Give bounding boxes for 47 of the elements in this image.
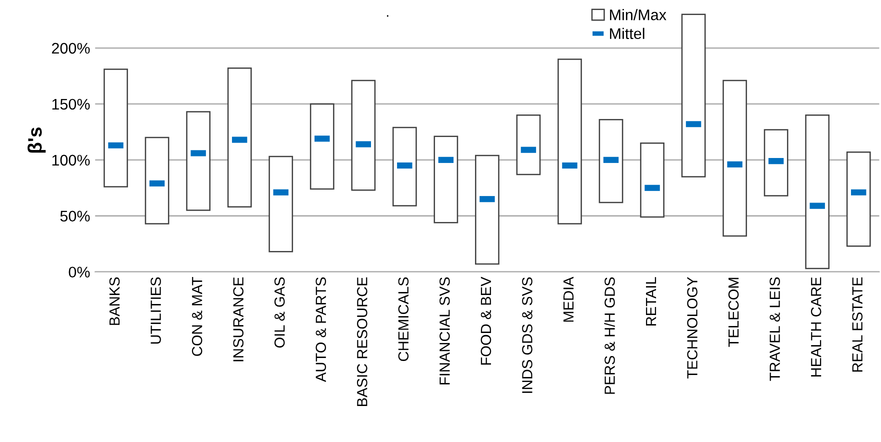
bar [846, 151, 871, 247]
bar [268, 156, 294, 252]
y-tick-label: 200% [52, 42, 90, 54]
bar [104, 68, 128, 188]
x-tick-label: BASIC RESOURCE [356, 277, 368, 406]
bar [764, 129, 788, 196]
y-axis-title: β's [28, 127, 46, 153]
bar [227, 68, 252, 208]
x-tick-label: BANKS [109, 277, 120, 325]
x-tick-label: CHEMICALS [398, 277, 409, 362]
y-tick-label: 150% [52, 98, 90, 110]
legend-label: Mittel [610, 28, 644, 40]
x-tick-label: INDS GDS & SVS [522, 277, 532, 393]
bar [558, 58, 582, 224]
bar [516, 114, 541, 176]
bar [434, 136, 458, 224]
y-tick-label: 100% [52, 154, 90, 166]
chart-title: . [386, 15, 388, 17]
y-tick-label: 50% [60, 210, 90, 222]
bar [392, 126, 417, 206]
bar [640, 142, 664, 218]
x-tick-label: OIL & GAS [274, 277, 285, 348]
x-tick-label: TECHNOLOGY [687, 277, 698, 378]
x-tick-label: HEALTH CARE [810, 277, 822, 377]
bar [310, 103, 334, 190]
bar [144, 136, 170, 224]
bar [186, 111, 210, 211]
x-tick-label: PERS & H/H GDS [604, 277, 615, 394]
x-tick-label: FOOD & BEV [480, 276, 492, 365]
y-tick-label: 0% [68, 266, 90, 278]
x-tick-label: REAL ESTATE [852, 277, 863, 372]
x-tick-label: RETAIL [646, 277, 656, 326]
bar [681, 14, 706, 178]
x-tick-label: TRAVEL & LEIS [770, 277, 780, 381]
x-tick-label: AUTO & PARTS [316, 277, 326, 382]
x-tick-label: INSURANCE [233, 277, 244, 362]
x-tick-label: MEDIA [563, 276, 574, 322]
bar [475, 154, 500, 265]
bar [351, 80, 376, 191]
bar [598, 119, 624, 204]
x-tick-label: TELECOM [728, 278, 739, 347]
bar [722, 80, 747, 237]
x-tick-label: UTILITIES [150, 277, 161, 344]
bar [805, 114, 830, 270]
x-tick-label: FINANCIAL SVS [440, 277, 450, 384]
legend-label: Min/Max [610, 9, 666, 20]
x-tick-label: CON & MAT [192, 277, 202, 356]
